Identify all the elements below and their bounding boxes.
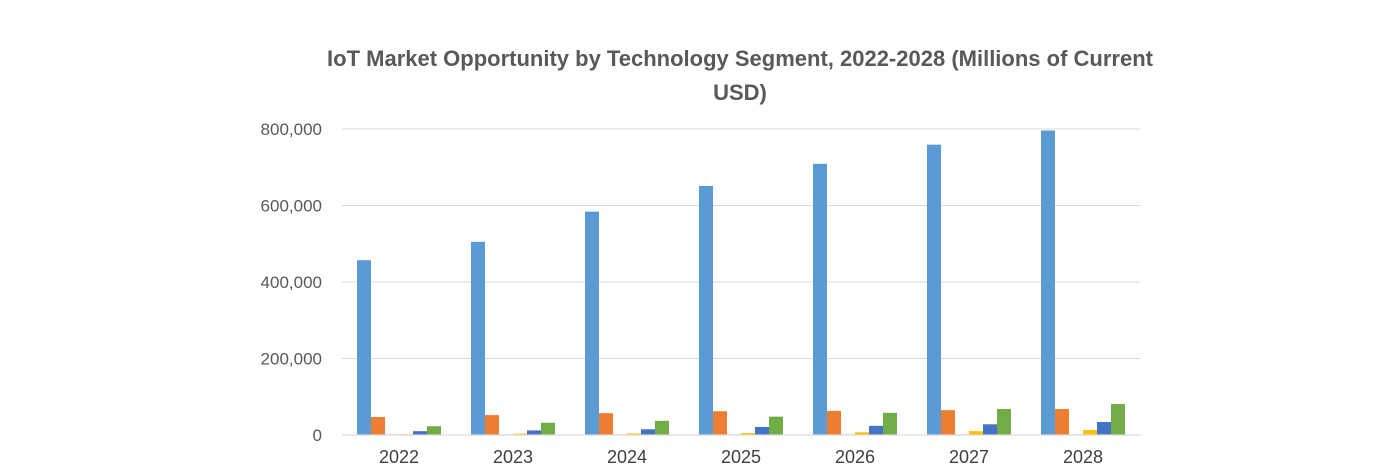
bar xyxy=(541,422,555,435)
bar xyxy=(755,426,769,435)
x-tick-label: 2025 xyxy=(721,447,761,467)
bar xyxy=(969,431,983,435)
bar xyxy=(713,411,727,435)
bar xyxy=(427,426,441,435)
bar xyxy=(1055,408,1069,435)
x-tick-label: 2028 xyxy=(1063,447,1103,467)
bar xyxy=(827,410,841,435)
bar xyxy=(471,241,485,435)
y-tick-label: 200,000 xyxy=(261,350,322,369)
y-tick-label: 800,000 xyxy=(261,120,322,139)
bar xyxy=(741,433,755,435)
x-tick-label: 2026 xyxy=(835,447,875,467)
bar xyxy=(585,211,599,435)
x-tick-label: 2027 xyxy=(949,447,989,467)
x-tick-label: 2022 xyxy=(379,447,419,467)
bar xyxy=(513,433,527,435)
bar xyxy=(869,425,883,435)
y-tick-label: 400,000 xyxy=(261,273,322,292)
bar xyxy=(357,260,371,435)
bar xyxy=(1083,430,1097,435)
bar xyxy=(641,429,655,435)
bar xyxy=(527,430,541,435)
gridlines xyxy=(342,128,1140,359)
bar xyxy=(1041,130,1055,435)
bar xyxy=(1097,421,1111,435)
bar xyxy=(883,412,897,435)
bar xyxy=(813,163,827,435)
bar xyxy=(485,415,499,435)
bar xyxy=(769,416,783,435)
x-tick-label: 2023 xyxy=(493,447,533,467)
axes: 0 200,000 400,000 600,000 800,000 2022 2023 202… xyxy=(261,120,1140,467)
bars xyxy=(357,130,1125,435)
bar xyxy=(599,413,613,435)
x-tick-label: 2024 xyxy=(607,447,647,467)
y-tick-label: 600,000 xyxy=(261,197,322,216)
bar xyxy=(997,408,1011,435)
bar xyxy=(927,144,941,435)
bar xyxy=(627,433,641,435)
bar xyxy=(1111,404,1125,435)
y-tick-label: 0 xyxy=(313,426,322,445)
bar xyxy=(941,410,955,435)
chart-title: IoT Market Opportunity by Technology Seg… xyxy=(327,46,1153,105)
bar xyxy=(655,420,669,435)
bar xyxy=(371,417,385,435)
bar xyxy=(855,432,869,435)
bar xyxy=(983,424,997,435)
bar xyxy=(413,431,427,435)
bar xyxy=(699,185,713,435)
